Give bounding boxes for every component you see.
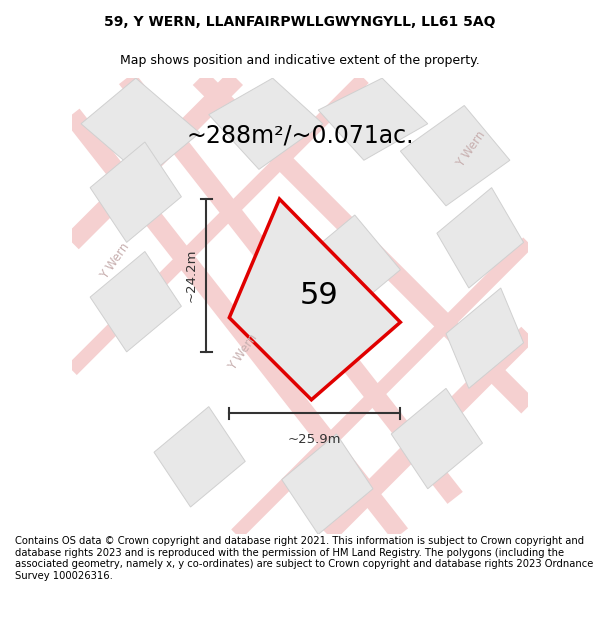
Text: ~24.2m: ~24.2m <box>184 249 197 302</box>
Polygon shape <box>318 78 428 160</box>
Polygon shape <box>81 78 200 179</box>
Text: Y Wern: Y Wern <box>454 128 488 169</box>
Text: 59, Y WERN, LLANFAIRPWLLGWYNGYLL, LL61 5AQ: 59, Y WERN, LLANFAIRPWLLGWYNGYLL, LL61 5… <box>104 15 496 29</box>
Polygon shape <box>400 106 510 206</box>
Polygon shape <box>446 288 524 388</box>
Polygon shape <box>391 388 482 489</box>
Text: Map shows position and indicative extent of the property.: Map shows position and indicative extent… <box>120 54 480 68</box>
Polygon shape <box>300 215 400 316</box>
Polygon shape <box>229 199 400 400</box>
Polygon shape <box>282 434 373 534</box>
Polygon shape <box>90 251 181 352</box>
Text: ~25.9m: ~25.9m <box>288 432 341 446</box>
Text: Y Wern: Y Wern <box>98 240 133 281</box>
Text: Contains OS data © Crown copyright and database right 2021. This information is : Contains OS data © Crown copyright and d… <box>15 536 593 581</box>
Text: Y Wern: Y Wern <box>226 331 260 372</box>
Polygon shape <box>437 188 524 288</box>
Text: 59: 59 <box>299 281 338 311</box>
Polygon shape <box>209 78 323 169</box>
Polygon shape <box>154 407 245 507</box>
Polygon shape <box>90 142 181 242</box>
Text: ~288m²/~0.071ac.: ~288m²/~0.071ac. <box>186 123 414 147</box>
